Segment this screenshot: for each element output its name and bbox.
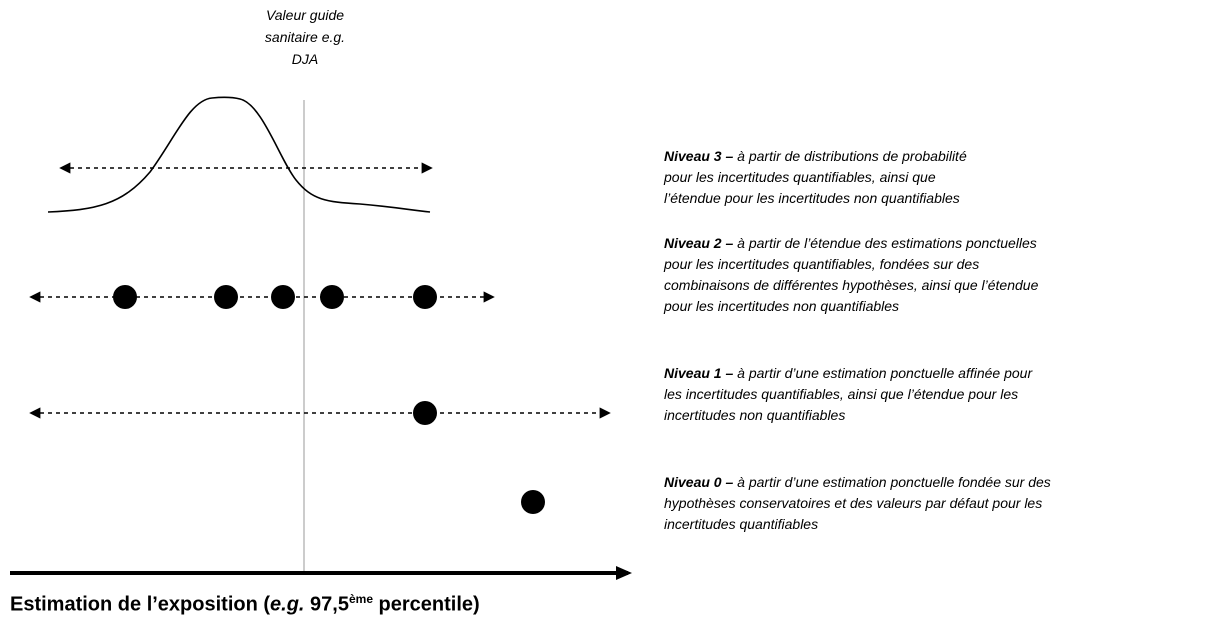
level-1-line-2: les incertitudes quantifiables, ainsi qu… bbox=[664, 386, 1019, 402]
level-0-description: Niveau 0 – à partir d’une estimation pon… bbox=[664, 472, 1204, 535]
level-2-point-estimate bbox=[413, 285, 437, 309]
guide-value-label: Valeur guide sanitaire e.g. DJA bbox=[230, 4, 380, 70]
level-1-line-1: à partir d’une estimation ponctuelle aff… bbox=[737, 365, 1033, 381]
level-2-point-estimate bbox=[113, 285, 137, 309]
axis-title-suffix: percentile) bbox=[373, 593, 480, 616]
level-1-line-3: incertitudes non quantifiables bbox=[664, 407, 846, 423]
level-1-description: Niveau 1 – à partir d’une estimation pon… bbox=[664, 363, 1204, 426]
level-0-line-1: à partir d’une estimation ponctuelle fon… bbox=[737, 474, 1051, 490]
guide-label-line-3: DJA bbox=[291, 51, 319, 67]
level-3-line-1: à partir de distributions de probabilité bbox=[737, 148, 967, 164]
level-2-description: Niveau 2 – à partir de l’étendue des est… bbox=[664, 233, 1204, 317]
axis-title-prefix: Estimation de l’exposition ( bbox=[10, 593, 271, 616]
level-3-description: Niveau 3 – à partir de distributions de … bbox=[664, 146, 1204, 209]
level-3-title: Niveau 3 – bbox=[664, 148, 734, 164]
level-0-line-3: incertitudes quantifiables bbox=[664, 516, 819, 532]
guide-label-line-1: Valeur guide bbox=[265, 7, 345, 23]
level-2-line-2: pour les incertitudes quantifiables, fon… bbox=[664, 256, 980, 272]
level-2-line-3: combinaisons de différentes hypothèses, … bbox=[664, 277, 1039, 293]
level-3-line-2: pour les incertitudes quantifiables, ain… bbox=[664, 169, 936, 185]
axis-title-sup: ème bbox=[348, 592, 373, 606]
exposure-axis-title: Estimation de l’exposition (e.g. 97,5ème… bbox=[10, 592, 480, 617]
level-2-title: Niveau 2 – bbox=[664, 235, 734, 251]
level-3-line-3: l’étendue pour les incertitudes non quan… bbox=[664, 190, 960, 206]
level-0-point-estimate bbox=[521, 490, 545, 514]
level-0-line-2: hypothèses conservatoires et des valeurs… bbox=[664, 495, 1043, 511]
level-2-point-estimate bbox=[214, 285, 238, 309]
axis-title-value: 97,5 bbox=[304, 593, 349, 616]
level-2-point-estimate bbox=[320, 285, 344, 309]
axis-title-eg: e.g. bbox=[270, 593, 305, 616]
level-1-point-estimate bbox=[413, 401, 437, 425]
level-3-distribution-curve bbox=[47, 96, 431, 213]
level-2-line-4: pour les incertitudes non quantifiables bbox=[664, 298, 900, 314]
guide-label-line-2: sanitaire e.g. bbox=[264, 29, 346, 45]
level-0-title: Niveau 0 – bbox=[664, 474, 734, 490]
exposure-axis-arrowhead bbox=[616, 566, 632, 580]
level-1-title: Niveau 1 – bbox=[664, 365, 734, 381]
level-2-point-estimate bbox=[271, 285, 295, 309]
level-2-line-1: à partir de l’étendue des estimations po… bbox=[737, 235, 1037, 251]
